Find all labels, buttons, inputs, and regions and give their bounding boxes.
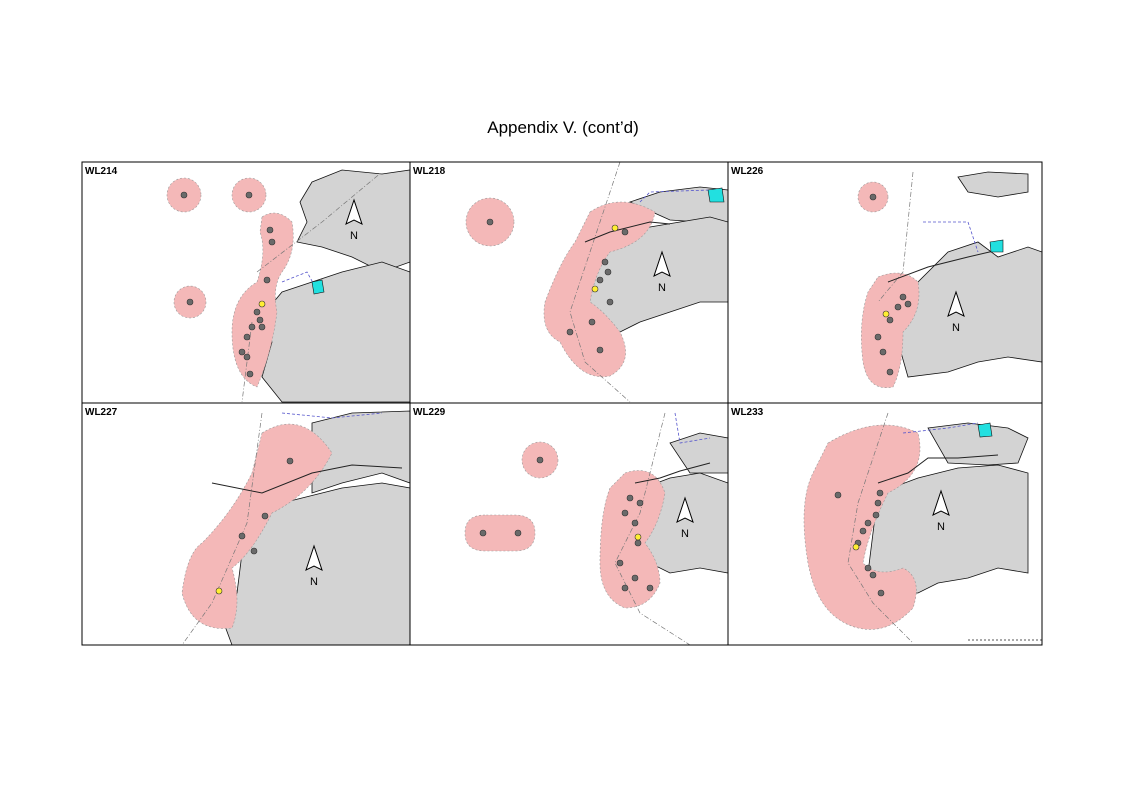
map-panel: N WL218: [413, 161, 729, 403]
map-panel: N WL233: [731, 407, 1042, 644]
north-label: N: [658, 282, 666, 294]
panel-label: WL226: [731, 166, 764, 177]
north-label: N: [350, 230, 358, 242]
panel-label: WL229: [413, 407, 446, 418]
panel-label: WL218: [413, 166, 446, 177]
map-panel: N WL226: [731, 166, 1043, 389]
north-label: N: [681, 528, 689, 540]
map-panel: N WL227: [85, 407, 411, 646]
north-label: N: [310, 576, 318, 588]
map-panel: N WL229: [413, 407, 729, 646]
page-title: Appendix V. (cont’d): [487, 118, 639, 137]
map-panel: N WL214: [85, 166, 411, 403]
north-label: N: [952, 322, 960, 334]
panel-label: WL233: [731, 407, 764, 418]
panel-label: WL227: [85, 407, 118, 418]
north-label: N: [937, 521, 945, 533]
panel-label: WL214: [85, 166, 118, 177]
